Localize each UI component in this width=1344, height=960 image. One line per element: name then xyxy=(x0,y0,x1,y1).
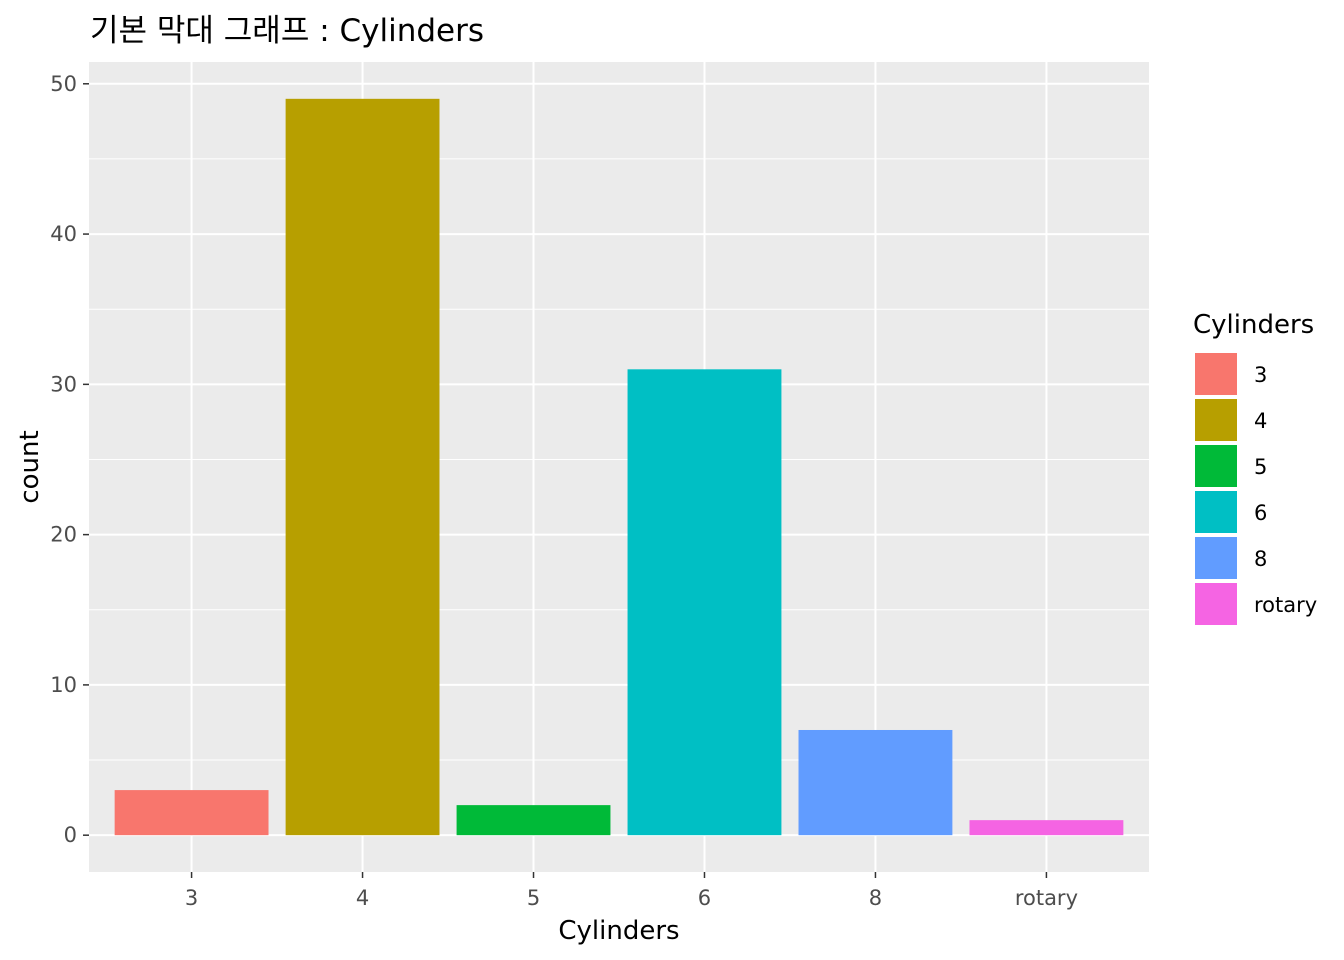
legend-key-6 xyxy=(1195,491,1237,533)
plot-panel xyxy=(89,62,1149,872)
chart-title: 기본 막대 그래프 : Cylinders xyxy=(90,13,484,49)
y-tick-label: 40 xyxy=(50,222,77,246)
legend-label: 5 xyxy=(1254,455,1267,479)
bar-8 xyxy=(798,729,953,836)
legend-label: 8 xyxy=(1254,547,1267,571)
x-axis-title: Cylinders xyxy=(558,916,679,946)
y-axis: 0 10 20 30 40 50 xyxy=(50,72,89,847)
legend-label: 6 xyxy=(1254,501,1267,525)
legend-key-4 xyxy=(1195,399,1237,441)
bar-4 xyxy=(285,98,440,836)
y-tick-label: 10 xyxy=(50,673,77,697)
x-tick-label: 6 xyxy=(698,886,711,910)
bar-5 xyxy=(456,805,611,836)
legend-key-3 xyxy=(1195,353,1237,395)
legend: Cylinders 3 4 5 6 8 rotary xyxy=(1193,310,1317,625)
y-tick-label: 30 xyxy=(50,372,77,396)
legend-key-5 xyxy=(1195,445,1237,487)
y-tick-label: 0 xyxy=(64,823,77,847)
bar-3 xyxy=(114,790,269,836)
x-tick-label: 5 xyxy=(527,886,540,910)
bars xyxy=(114,98,1124,836)
x-axis: 3 4 5 6 8 rotary xyxy=(185,872,1078,910)
x-tick-label: 4 xyxy=(356,886,369,910)
y-tick-label: 50 xyxy=(50,72,77,96)
y-tick-label: 20 xyxy=(50,523,77,547)
legend-key-8 xyxy=(1195,537,1237,579)
legend-key-rotary xyxy=(1195,583,1237,625)
y-axis-title: count xyxy=(15,430,45,503)
x-tick-label: rotary xyxy=(1015,886,1078,910)
bar-6 xyxy=(627,369,782,836)
x-tick-label: 8 xyxy=(869,886,882,910)
x-tick-label: 3 xyxy=(185,886,198,910)
legend-label: 3 xyxy=(1254,363,1267,387)
bar-rotary xyxy=(969,820,1124,836)
legend-label: rotary xyxy=(1254,593,1317,617)
legend-title: Cylinders xyxy=(1193,310,1314,340)
legend-label: 4 xyxy=(1254,409,1267,433)
